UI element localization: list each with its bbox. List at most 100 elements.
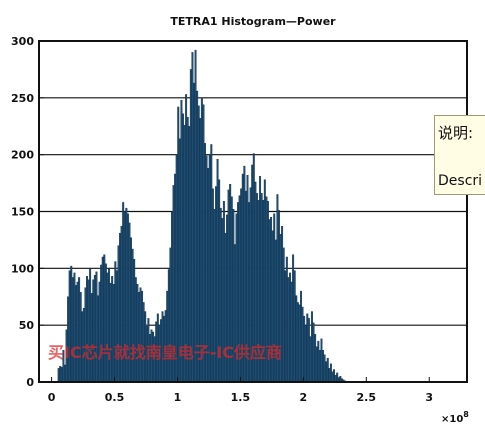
histogram-bar (311, 311, 313, 383)
histogram-bar (133, 259, 136, 383)
histogram-bar (322, 349, 324, 383)
histogram-bar (73, 272, 76, 383)
y-tick-label: 0 (26, 376, 34, 389)
x-tick-label: 1 (174, 391, 182, 404)
histogram-bar (333, 369, 335, 383)
histogram-bar (106, 272, 109, 383)
histogram-bar (137, 292, 140, 383)
histogram-bar (167, 269, 170, 383)
histogram-bar (64, 364, 66, 383)
tooltip-popup: 说明: Descri (434, 115, 485, 195)
histogram-bar (326, 357, 329, 383)
histogram-bar (101, 256, 104, 383)
histogram-bar (109, 282, 112, 383)
histogram-bar (60, 367, 63, 383)
x-axis-ticks: 0 0.5 1 1.5 2 2.5 3 (48, 377, 433, 404)
histogram-bar (90, 293, 93, 383)
histogram-bar (191, 52, 194, 383)
histogram-bar (104, 263, 107, 383)
histogram-bar (70, 265, 73, 383)
histogram-bar (100, 264, 103, 383)
y-tick-label: 200 (11, 149, 34, 162)
y-axis-ticks: 0 50 100 150 200 250 300 (11, 35, 44, 389)
y-tick-label: 100 (11, 262, 34, 275)
watermark-text: 买IC芯片就找南皇电子-IC供应商 (48, 343, 283, 362)
histogram-bar (306, 313, 309, 383)
histogram-bar (315, 346, 318, 383)
histogram-bar (289, 272, 291, 383)
histogram-bar (314, 334, 317, 383)
x-tick-label: 0 (48, 391, 56, 404)
histogram-bar (307, 318, 310, 383)
y-tick-label: 300 (11, 35, 34, 48)
tooltip-line-2: Descri (438, 173, 483, 189)
histogram-bar (86, 276, 88, 383)
x-tick-label: 2 (300, 391, 308, 404)
histogram-bar (189, 69, 192, 383)
histogram-bar (331, 371, 334, 383)
x-tick-label: 2.5 (357, 391, 377, 404)
histogram-bar (75, 285, 77, 383)
histogram-bar (59, 365, 62, 383)
histogram-bar (68, 270, 71, 383)
y-tick-label: 50 (19, 319, 35, 332)
histogram-bar (84, 287, 87, 383)
histogram-bar (76, 281, 79, 383)
histogram-bar (298, 304, 301, 383)
histogram-bar (303, 315, 306, 383)
histogram-bar (166, 290, 169, 383)
histogram-bar (87, 279, 90, 383)
histogram-bar (325, 361, 328, 383)
histogram-bar (141, 290, 144, 383)
histogram-bar (320, 338, 323, 383)
histogram-bar (282, 247, 285, 383)
histogram-bar (290, 281, 293, 383)
histogram-bar (309, 336, 312, 383)
histogram-bar (114, 261, 117, 383)
histogram-bar (312, 322, 315, 383)
histogram-bar (108, 268, 110, 383)
x-tick-label: 0.5 (105, 391, 125, 404)
histogram-bars (57, 49, 347, 383)
histogram-bar (194, 49, 197, 383)
histogram-bar (79, 292, 82, 383)
histogram-bar (334, 375, 337, 383)
histogram-bar (193, 82, 195, 383)
histogram-bar (71, 277, 74, 383)
histogram-bar (93, 274, 96, 383)
histogram-bar (284, 270, 287, 383)
x-tick-label: 1.5 (231, 391, 251, 404)
y-tick-label: 250 (11, 92, 34, 105)
histogram-bar (336, 372, 339, 383)
chart-title: TETRA1 Histogram—Power (170, 15, 336, 28)
histogram-bar (318, 349, 321, 383)
histogram-bar (111, 276, 114, 383)
histogram-bar (287, 277, 290, 383)
histogram-bar (295, 295, 298, 383)
histogram-bar (139, 287, 142, 383)
histogram-bar (89, 268, 92, 383)
histogram-bar (98, 281, 101, 383)
histogram-bar (292, 254, 295, 383)
histogram-bar (95, 271, 98, 383)
histogram-bar (323, 354, 326, 383)
x-axis-exponent: ×108 (441, 410, 469, 425)
histogram-bar (317, 340, 320, 383)
histogram-bar (57, 368, 60, 383)
histogram-bar (301, 306, 304, 383)
histogram-bar (112, 284, 115, 383)
histogram-bar (296, 302, 299, 383)
histogram-bar (78, 277, 81, 383)
histogram-bar (285, 256, 288, 383)
tooltip-line-1: 说明: (438, 124, 474, 142)
histogram-bar (92, 279, 95, 383)
histogram-bar (304, 324, 307, 383)
histogram-bar (329, 363, 332, 383)
histogram-bar (328, 368, 331, 383)
histogram-bar (293, 270, 296, 383)
histogram-bar (136, 284, 139, 383)
histogram-bar (300, 290, 302, 383)
histogram-bar (134, 277, 137, 383)
histogram-bar (115, 270, 118, 383)
